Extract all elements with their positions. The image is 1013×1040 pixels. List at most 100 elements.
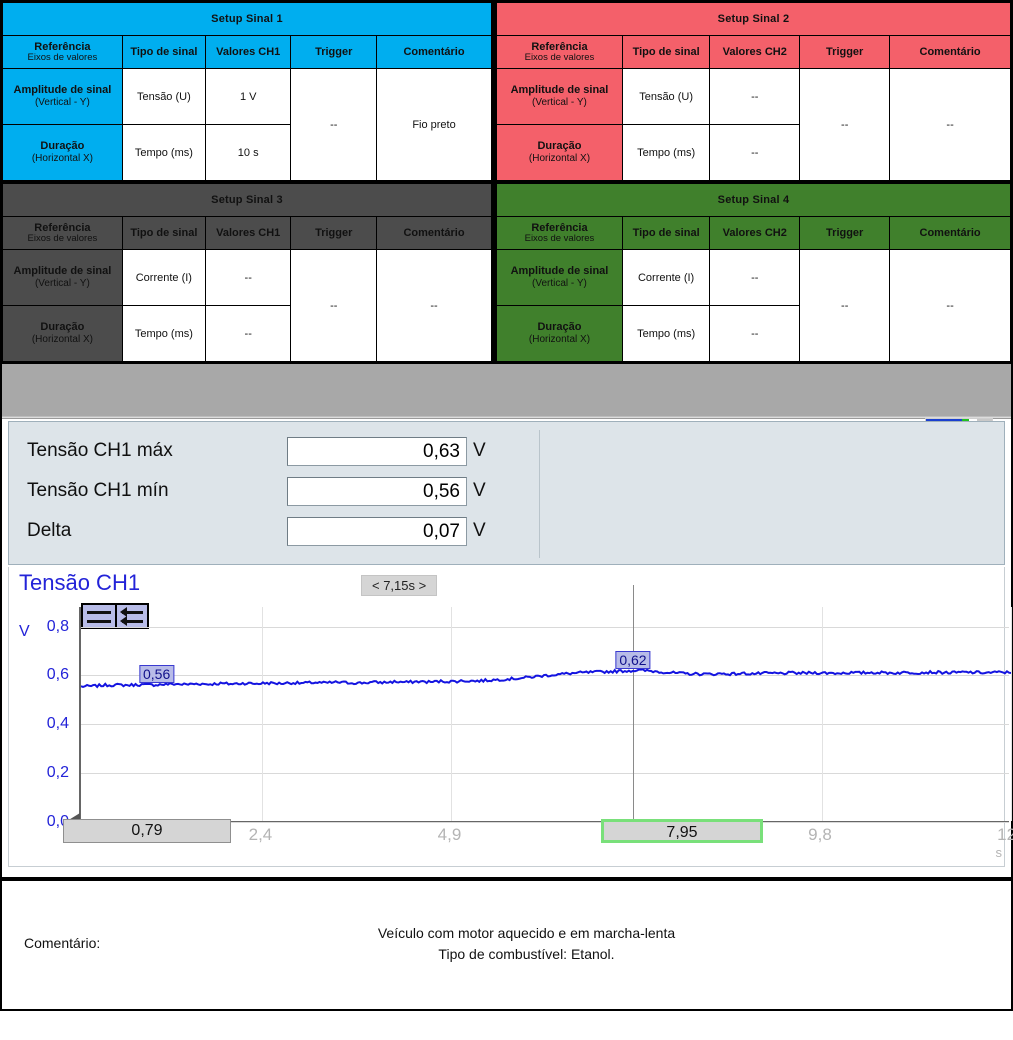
plot-area[interactable]: 0,56 0,62 bbox=[67, 585, 1012, 829]
table-row: Duração (Horizontal X) Tempo (ms) -- bbox=[496, 305, 1011, 362]
row-ref-sub: (Horizontal X) bbox=[528, 334, 591, 346]
measurement-value-min[interactable]: 0,56 bbox=[287, 476, 467, 506]
row-ref-text: Amplitude de sinal bbox=[510, 265, 609, 278]
row-ref-sub: (Vertical - Y) bbox=[34, 278, 90, 290]
row-trigger-sinal-1: -- bbox=[290, 68, 378, 181]
header-trigger-sinal-3: Trigger bbox=[290, 216, 378, 250]
measurement-label-max: Tensão CH1 máx bbox=[27, 440, 173, 461]
horizontal-lines-icon[interactable] bbox=[83, 605, 115, 627]
y-axis-tick-labels: 0,0 0,2 0,4 0,6 0,8 bbox=[9, 607, 75, 830]
row-ref-duration-sinal-2: Duração (Horizontal X) bbox=[496, 124, 623, 181]
header-reference-text: Referência bbox=[34, 40, 91, 53]
header-trigger-sinal-4: Trigger bbox=[799, 216, 891, 250]
row-trigger-sinal-4: -- bbox=[799, 249, 891, 362]
header-signal-type-sinal-3: Tipo de sinal bbox=[121, 216, 206, 250]
header-signal-type-sinal-1: Tipo de sinal bbox=[121, 35, 206, 69]
y-tick-label: 0,2 bbox=[46, 764, 69, 782]
y-tick-label: 0,8 bbox=[46, 617, 69, 635]
row-ref-amplitude-sinal-2: Amplitude de sinal (Vertical - Y) bbox=[496, 68, 623, 125]
y-gridline bbox=[81, 626, 1009, 628]
measurement-row-min: Tensão CH1 mín 0,56 V bbox=[9, 471, 1004, 511]
y-tick-label: 0,4 bbox=[46, 715, 69, 733]
table-row: Duração (Horizontal X) Tempo (ms) 10 s bbox=[2, 124, 492, 181]
measurement-value-delta[interactable]: 0,07 bbox=[287, 516, 467, 546]
chart-title: Tensão CH1 bbox=[19, 570, 141, 595]
oscilloscope-chart: Tensão CH1 < 7,15s > V 0,0 0,2 0,4 0,6 0,8 0… bbox=[8, 567, 1013, 867]
screenshot-grey-band bbox=[0, 364, 1013, 416]
row-value-amplitude-sinal-3: -- bbox=[204, 249, 292, 306]
row-trigger-sinal-3: -- bbox=[290, 249, 378, 362]
row-signal-type-duration-sinal-3: Tempo (ms) bbox=[121, 305, 206, 362]
row-value-duration-sinal-4: -- bbox=[709, 305, 801, 362]
setup-tables-row-1: Setup Sinal 1 Referência Eixos de valore… bbox=[0, 0, 1013, 183]
row-ref-sub: (Vertical - Y) bbox=[532, 97, 587, 109]
row-value-duration-sinal-1: 10 s bbox=[204, 124, 292, 181]
time-cursor-line[interactable] bbox=[632, 585, 634, 821]
row-comment-sinal-1: Fio preto bbox=[376, 68, 492, 181]
header-values-sinal-4: Valores CH2 bbox=[709, 216, 801, 250]
comment-label: Comentário: bbox=[24, 935, 101, 951]
time-window-badge[interactable]: < 7,15s > bbox=[361, 575, 438, 596]
chart-toolbar[interactable] bbox=[81, 603, 149, 629]
header-comment-sinal-1: Comentário bbox=[376, 35, 492, 69]
row-ref-text: Amplitude de sinal bbox=[13, 265, 112, 278]
header-values-sinal-1: Valores CH1 bbox=[204, 35, 292, 69]
table-row: Duração (Horizontal X) Tempo (ms) -- bbox=[496, 124, 1011, 181]
row-ref-sub: (Horizontal X) bbox=[528, 153, 591, 165]
table-row: Amplitude de sinal (Vertical - Y) Corren… bbox=[2, 249, 492, 362]
table-row: Amplitude de sinal (Vertical - Y) Corren… bbox=[496, 249, 1011, 362]
x-gridline bbox=[262, 607, 264, 821]
row-signal-type-amplitude-sinal-1: Tensão (U) bbox=[121, 68, 206, 125]
table-row: Duração (Horizontal X) Tempo (ms) -- bbox=[2, 305, 492, 362]
setup-block-sinal-2: Setup Sinal 2 Referência Eixos de valore… bbox=[494, 0, 1013, 183]
header-reference-sinal-4: Referência Eixos de valores bbox=[496, 216, 623, 250]
header-trigger-sinal-1: Trigger bbox=[290, 35, 378, 69]
measurement-value-max[interactable]: 0,63 bbox=[287, 436, 467, 466]
row-ref-text: Duração bbox=[537, 140, 582, 153]
header-values-sinal-2: Valores CH2 bbox=[709, 35, 801, 69]
x-tick-label: 9,8 bbox=[808, 825, 832, 844]
row-value-amplitude-sinal-4: -- bbox=[709, 249, 801, 306]
header-signal-type-sinal-2: Tipo de sinal bbox=[621, 35, 711, 69]
x-window-start-box[interactable]: 0,79 bbox=[63, 819, 231, 843]
row-comment-sinal-3: -- bbox=[376, 249, 492, 362]
header-reference-text: Referência bbox=[531, 221, 588, 234]
y-tick-label: 0,6 bbox=[46, 666, 69, 684]
x-tick-label: 12, bbox=[997, 825, 1013, 844]
x-gridline bbox=[821, 607, 823, 821]
header-reference-sub: Eixos de valores bbox=[524, 232, 595, 244]
row-ref-amplitude-sinal-3: Amplitude de sinal (Vertical - Y) bbox=[2, 249, 123, 306]
y-gridline bbox=[81, 724, 1009, 726]
data-point-label[interactable]: 0,62 bbox=[615, 650, 651, 669]
measurement-panel: Tensão CH1 máx 0,63 V Tensão CH1 mín 0,5… bbox=[8, 421, 1005, 565]
y-axis-unit-label: V bbox=[19, 623, 30, 640]
x-tick-label: 2,4 bbox=[248, 825, 273, 844]
setup-title-sinal-2: Setup Sinal 2 bbox=[496, 2, 1011, 36]
setup-block-sinal-3: Setup Sinal 3 Referência Eixos de valore… bbox=[0, 183, 494, 364]
row-signal-type-amplitude-sinal-3: Corrente (I) bbox=[121, 249, 206, 306]
header-reference-sub: Eixos de valores bbox=[524, 51, 595, 63]
comment-section: Comentário: Veículo com motor aquecido e… bbox=[0, 879, 1013, 1011]
row-comment-sinal-2: -- bbox=[889, 68, 1011, 181]
y-gridline bbox=[81, 675, 1009, 677]
table-row: Amplitude de sinal (Vertical - Y) Tensão… bbox=[496, 68, 1011, 181]
table-row: Amplitude de sinal (Vertical - Y) Tensão… bbox=[2, 68, 492, 181]
header-values-sinal-3: Valores CH1 bbox=[204, 216, 292, 250]
row-ref-text: Duração bbox=[40, 321, 85, 334]
comment-text: Veículo com motor aquecido e em marcha-l… bbox=[2, 923, 1011, 965]
y-gridline bbox=[81, 822, 1009, 823]
row-value-duration-sinal-2: -- bbox=[709, 124, 801, 181]
header-reference-sinal-3: Referência Eixos de valores bbox=[2, 216, 123, 250]
row-signal-type-duration-sinal-1: Tempo (ms) bbox=[121, 124, 206, 181]
row-signal-type-amplitude-sinal-2: Tensão (U) bbox=[621, 68, 711, 125]
measurement-row-delta: Delta 0,07 V bbox=[9, 511, 1004, 551]
header-comment-sinal-3: Comentário bbox=[376, 216, 492, 250]
measurement-label-min: Tensão CH1 mín bbox=[27, 480, 169, 501]
row-ref-duration-sinal-1: Duração (Horizontal X) bbox=[2, 124, 123, 181]
setup-title-sinal-3: Setup Sinal 3 bbox=[2, 183, 492, 217]
x-cursor-box[interactable]: 7,95 bbox=[601, 819, 763, 843]
header-signal-type-sinal-4: Tipo de sinal bbox=[621, 216, 711, 250]
data-point-label[interactable]: 0,56 bbox=[138, 665, 175, 684]
arrow-left-icon[interactable] bbox=[115, 605, 147, 627]
